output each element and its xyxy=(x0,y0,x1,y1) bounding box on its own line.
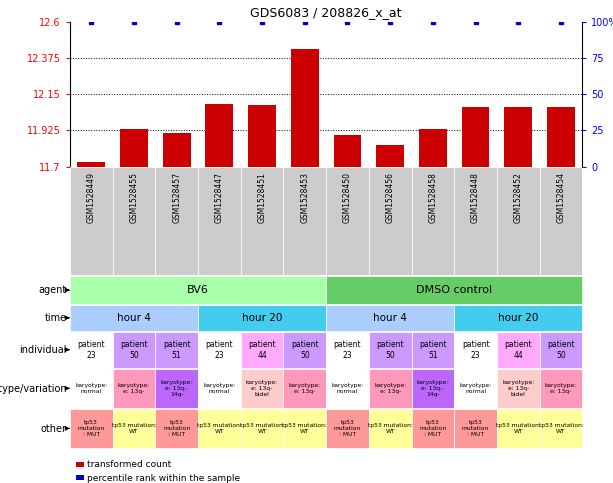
Text: karyotype:
e: 13q-
bidel: karyotype: e: 13q- bidel xyxy=(502,380,535,397)
Text: karyotype:
normal: karyotype: normal xyxy=(204,383,235,394)
Text: tp53 mutation:
WT: tp53 mutation: WT xyxy=(112,423,156,434)
Bar xyxy=(120,129,148,167)
Text: tp53 mutation:
WT: tp53 mutation: WT xyxy=(283,423,327,434)
Text: patient
51: patient 51 xyxy=(163,340,191,360)
Bar xyxy=(462,107,489,167)
Text: tp53 mutation:
WT: tp53 mutation: WT xyxy=(539,423,584,434)
Bar xyxy=(369,167,411,275)
Text: patient
23: patient 23 xyxy=(77,340,105,360)
Text: patient
50: patient 50 xyxy=(376,340,404,360)
Text: GSM1528456: GSM1528456 xyxy=(386,172,395,223)
Text: tp53
mutation
: MUT: tp53 mutation : MUT xyxy=(163,420,190,437)
Bar xyxy=(326,167,369,275)
Text: agent: agent xyxy=(39,285,67,295)
Text: patient
50: patient 50 xyxy=(120,340,148,360)
Bar xyxy=(77,162,105,167)
Bar xyxy=(248,105,276,167)
Text: patient
44: patient 44 xyxy=(504,340,532,360)
Text: GSM1528448: GSM1528448 xyxy=(471,172,480,223)
Text: tp53
mutation
: MUT: tp53 mutation : MUT xyxy=(419,420,446,437)
Bar xyxy=(454,167,497,275)
Text: tp53
mutation
: MUT: tp53 mutation : MUT xyxy=(78,420,105,437)
Text: time: time xyxy=(45,313,67,323)
Bar xyxy=(333,135,361,167)
Bar xyxy=(497,167,539,275)
Bar xyxy=(70,167,113,275)
Text: hour 20: hour 20 xyxy=(498,313,538,323)
Text: karyotype:
e: 13q-
bidel: karyotype: e: 13q- bidel xyxy=(246,380,278,397)
Text: BV6: BV6 xyxy=(187,285,209,295)
Text: GSM1528454: GSM1528454 xyxy=(557,172,566,223)
Text: hour 4: hour 4 xyxy=(117,313,151,323)
Bar xyxy=(283,167,326,275)
Text: tp53
mutation
: MUT: tp53 mutation : MUT xyxy=(334,420,361,437)
Bar xyxy=(241,167,283,275)
Text: patient
50: patient 50 xyxy=(547,340,575,360)
Text: percentile rank within the sample: percentile rank within the sample xyxy=(87,474,240,483)
Text: patient
51: patient 51 xyxy=(419,340,447,360)
Title: GDS6083 / 208826_x_at: GDS6083 / 208826_x_at xyxy=(250,6,402,19)
Text: DMSO control: DMSO control xyxy=(416,285,492,295)
Text: tp53 mutation:
WT: tp53 mutation: WT xyxy=(368,423,413,434)
Bar xyxy=(539,167,582,275)
Text: GSM1528447: GSM1528447 xyxy=(215,172,224,223)
Text: hour 20: hour 20 xyxy=(242,313,282,323)
Text: karyotype:
e: 13q-: karyotype: e: 13q- xyxy=(289,383,321,394)
Text: karyotype:
e: 13q-,
14q-: karyotype: e: 13q-, 14q- xyxy=(417,380,449,397)
Text: GSM1528453: GSM1528453 xyxy=(300,172,310,223)
Text: GSM1528458: GSM1528458 xyxy=(428,172,438,223)
Bar xyxy=(376,145,404,167)
Text: GSM1528450: GSM1528450 xyxy=(343,172,352,223)
Text: patient
44: patient 44 xyxy=(248,340,276,360)
Text: patient
23: patient 23 xyxy=(333,340,361,360)
Text: GSM1528455: GSM1528455 xyxy=(129,172,139,223)
Bar xyxy=(504,107,532,167)
Text: individual: individual xyxy=(20,345,67,355)
Bar xyxy=(198,167,241,275)
Text: GSM1528452: GSM1528452 xyxy=(514,172,523,223)
Text: GSM1528449: GSM1528449 xyxy=(86,172,96,223)
Bar xyxy=(163,133,191,167)
Text: other: other xyxy=(41,424,67,434)
Text: karyotype:
normal: karyotype: normal xyxy=(332,383,364,394)
Text: karyotype:
e: 13q-: karyotype: e: 13q- xyxy=(374,383,406,394)
Text: patient
50: patient 50 xyxy=(291,340,319,360)
Text: karyotype:
normal: karyotype: normal xyxy=(460,383,492,394)
Bar xyxy=(113,167,155,275)
Text: patient
23: patient 23 xyxy=(205,340,233,360)
Bar xyxy=(411,167,454,275)
Text: GSM1528457: GSM1528457 xyxy=(172,172,181,223)
Text: genotype/variation: genotype/variation xyxy=(0,384,67,394)
Text: karyotype:
normal: karyotype: normal xyxy=(75,383,107,394)
Bar xyxy=(155,167,198,275)
Text: karyotype:
e: 13q-: karyotype: e: 13q- xyxy=(545,383,577,394)
Text: GSM1528451: GSM1528451 xyxy=(257,172,267,223)
Text: patient
23: patient 23 xyxy=(462,340,489,360)
Text: tp53
mutation
: MUT: tp53 mutation : MUT xyxy=(462,420,489,437)
Text: karyotype:
e: 13q-: karyotype: e: 13q- xyxy=(118,383,150,394)
Bar xyxy=(419,129,447,167)
Text: tp53 mutation:
WT: tp53 mutation: WT xyxy=(496,423,541,434)
Text: hour 4: hour 4 xyxy=(373,313,407,323)
Text: tp53 mutation:
WT: tp53 mutation: WT xyxy=(197,423,242,434)
Text: tp53 mutation:
WT: tp53 mutation: WT xyxy=(240,423,284,434)
Text: transformed count: transformed count xyxy=(87,460,171,469)
Text: karyotype:
e: 13q-,
14q-: karyotype: e: 13q-, 14q- xyxy=(161,380,192,397)
Bar xyxy=(205,104,233,167)
Bar xyxy=(547,107,575,167)
Bar xyxy=(291,49,319,167)
